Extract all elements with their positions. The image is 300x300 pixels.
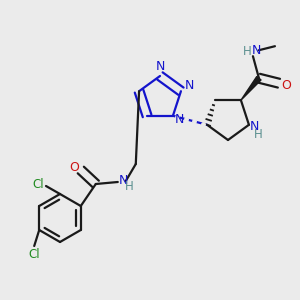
Text: H: H bbox=[125, 179, 134, 193]
Text: Cl: Cl bbox=[32, 178, 44, 190]
Polygon shape bbox=[241, 76, 261, 100]
Text: H: H bbox=[254, 128, 262, 141]
Text: N: N bbox=[175, 113, 184, 126]
Text: H: H bbox=[243, 45, 251, 58]
Text: N: N bbox=[252, 44, 262, 57]
Text: Cl: Cl bbox=[28, 248, 40, 260]
Text: N: N bbox=[250, 120, 260, 133]
Text: N: N bbox=[118, 175, 128, 188]
Text: N: N bbox=[185, 79, 195, 92]
Text: N: N bbox=[155, 61, 165, 74]
Text: O: O bbox=[69, 160, 79, 173]
Text: O: O bbox=[281, 79, 291, 92]
